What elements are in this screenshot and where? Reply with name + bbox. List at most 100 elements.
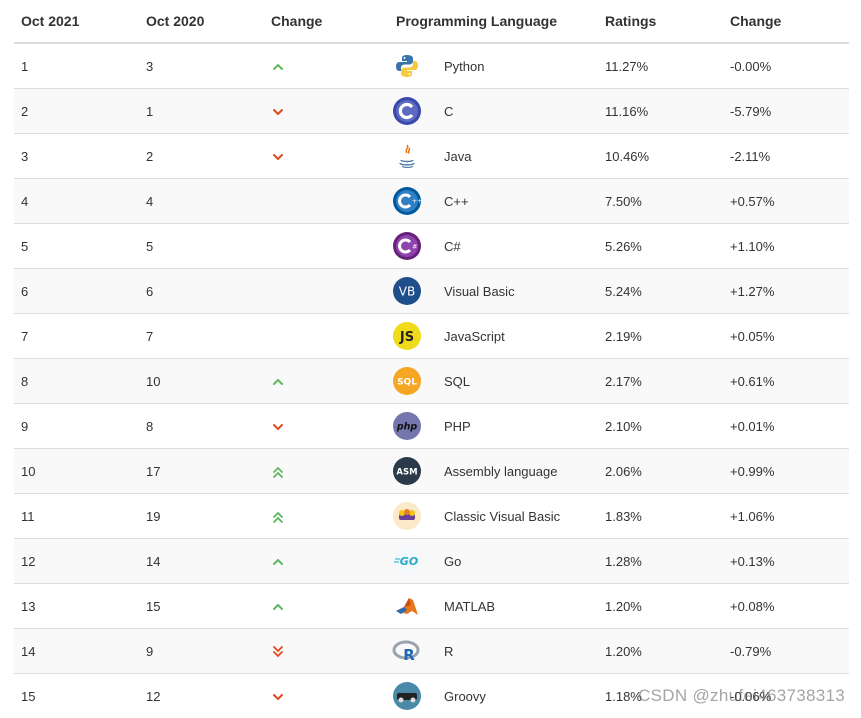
rank-change (264, 539, 389, 584)
rating-change: +0.57% (723, 179, 849, 224)
language-name[interactable]: Java (444, 149, 471, 164)
down-arrow-icon (271, 688, 285, 703)
language-name[interactable]: JavaScript (444, 329, 505, 344)
language-name[interactable]: Go (444, 554, 461, 569)
language-cell: Groovy (389, 674, 598, 718)
go-logo-icon: GO (392, 546, 422, 576)
rank-change (264, 269, 389, 314)
language-name[interactable]: Python (444, 59, 484, 74)
rating: 2.17% (598, 359, 723, 404)
language-name[interactable]: SQL (444, 374, 470, 389)
header-programming-language[interactable]: Programming Language (389, 0, 598, 43)
rank-2021: 7 (14, 314, 139, 359)
rating: 1.83% (598, 494, 723, 539)
rating-change: +0.13% (723, 539, 849, 584)
rating-change: -0.79% (723, 629, 849, 674)
language-name[interactable]: MATLAB (444, 599, 495, 614)
language-name[interactable]: Groovy (444, 689, 486, 704)
rank-2020: 7 (139, 314, 264, 359)
rank-2021: 12 (14, 539, 139, 584)
header-change-rating[interactable]: Change (723, 0, 849, 43)
rank-change (264, 224, 389, 269)
rating: 1.28% (598, 539, 723, 584)
up-arrow-icon (271, 58, 285, 73)
rank-2021: 3 (14, 134, 139, 179)
rank-2021: 10 (14, 449, 139, 494)
rating: 5.24% (598, 269, 723, 314)
rank-2020: 1 (139, 89, 264, 134)
rating-change: +1.27% (723, 269, 849, 314)
rank-change (264, 449, 389, 494)
rank-change (264, 359, 389, 404)
rating: 7.50% (598, 179, 723, 224)
language-name[interactable]: Assembly language (444, 464, 557, 479)
rating-change: +1.10% (723, 224, 849, 269)
rank-2021: 11 (14, 494, 139, 539)
header-oct-2021[interactable]: Oct 2021 (14, 0, 139, 43)
rank-2021: 6 (14, 269, 139, 314)
header-change-rank[interactable]: Change (264, 0, 389, 43)
header-oct-2020[interactable]: Oct 2020 (139, 0, 264, 43)
svg-text:ASM: ASM (396, 468, 417, 478)
language-name[interactable]: R (444, 644, 453, 659)
rating: 2.10% (598, 404, 723, 449)
rank-2020: 19 (139, 494, 264, 539)
language-cell: Python (389, 43, 598, 89)
header-ratings[interactable]: Ratings (598, 0, 723, 43)
language-name[interactable]: Visual Basic (444, 284, 515, 299)
rank-2020: 3 (139, 43, 264, 89)
rating: 1.20% (598, 629, 723, 674)
language-name[interactable]: PHP (444, 419, 471, 434)
rank-2021: 5 (14, 224, 139, 269)
language-name[interactable]: C# (444, 239, 461, 254)
rank-2020: 2 (139, 134, 264, 179)
rating-change: +0.99% (723, 449, 849, 494)
svg-text:GO: GO (400, 555, 418, 568)
rating-change: -0.00% (723, 43, 849, 89)
assembly-logo-icon: ASM (392, 456, 422, 486)
rank-2020: 14 (139, 539, 264, 584)
rank-2021: 4 (14, 179, 139, 224)
rating: 1.18% (598, 674, 723, 718)
language-cell: Java (389, 134, 598, 179)
rank-2021: 15 (14, 674, 139, 718)
c-logo-icon (392, 96, 422, 126)
double-down-arrow-icon (271, 643, 285, 658)
rank-2021: 9 (14, 404, 139, 449)
rank-change (264, 404, 389, 449)
down-arrow-icon (271, 103, 285, 118)
tiobe-index-table: Oct 2021 Oct 2020 Change Programming Lan… (14, 0, 849, 718)
language-name[interactable]: Classic Visual Basic (444, 509, 560, 524)
java-logo-icon (392, 141, 422, 171)
rating: 10.46% (598, 134, 723, 179)
language-cell: Classic Visual Basic (389, 494, 598, 539)
rating-change: -2.11% (723, 134, 849, 179)
rating: 2.19% (598, 314, 723, 359)
language-name[interactable]: C (444, 104, 453, 119)
rating: 11.27% (598, 43, 723, 89)
matlab-logo-icon (392, 591, 422, 621)
rating-change: +0.61% (723, 359, 849, 404)
language-name[interactable]: C++ (444, 194, 469, 209)
rank-2020: 9 (139, 629, 264, 674)
rating-change: +1.06% (723, 494, 849, 539)
language-cell: MATLAB (389, 584, 598, 629)
rank-2020: 8 (139, 404, 264, 449)
language-cell: GO Go (389, 539, 598, 584)
rating-change: -0.06% (723, 674, 849, 718)
rank-2021: 14 (14, 629, 139, 674)
javascript-logo-icon: JS (392, 321, 422, 351)
